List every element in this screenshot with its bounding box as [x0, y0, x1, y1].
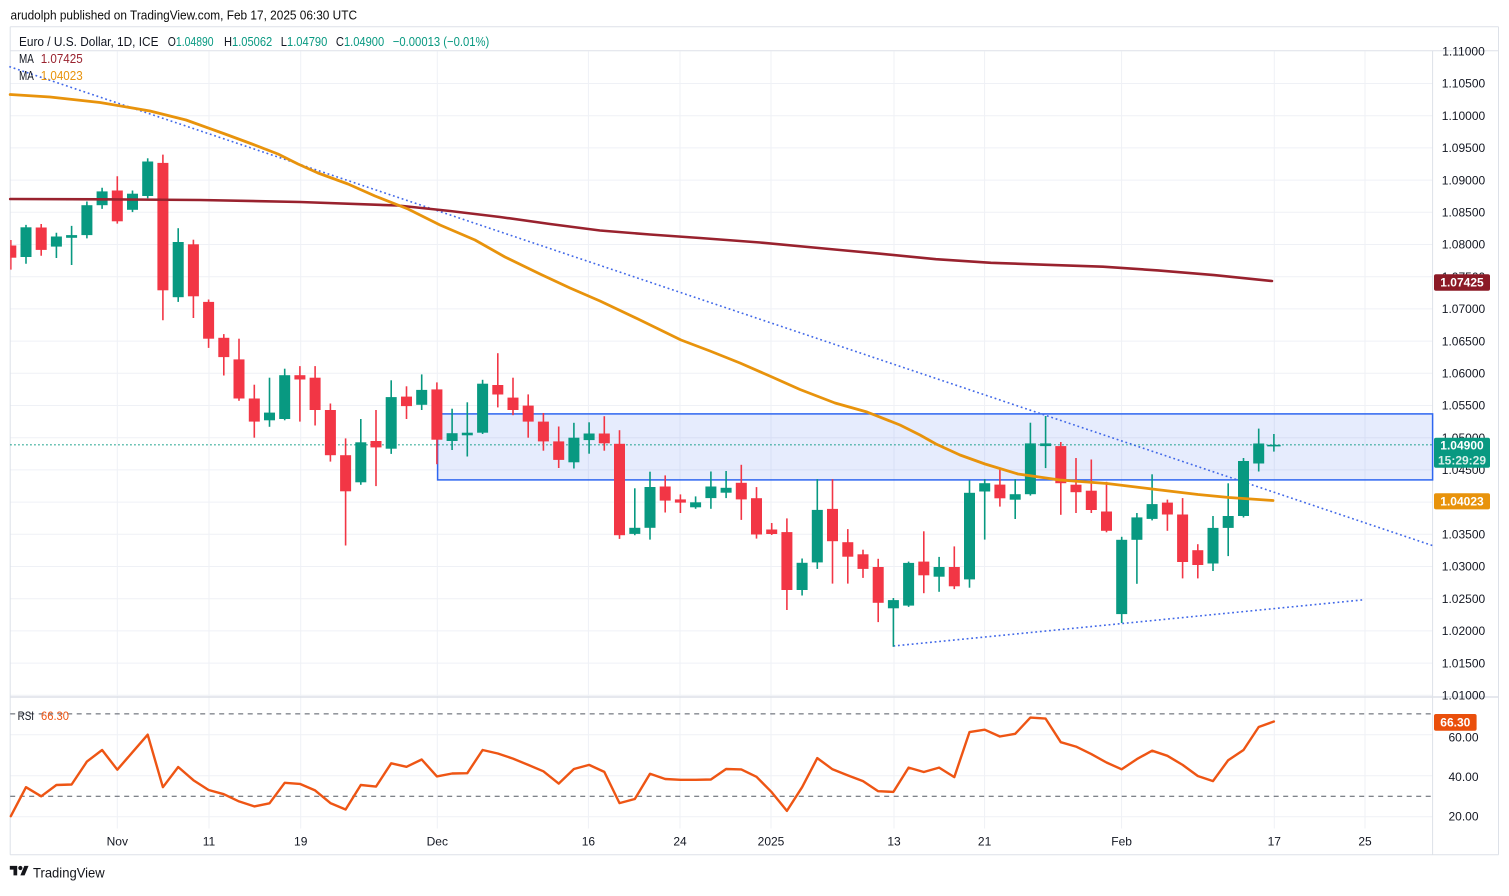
svg-text:arudolph published on TradingV: arudolph published on TradingView.com, F…: [11, 8, 358, 23]
svg-text:1.07000: 1.07000: [1442, 302, 1486, 316]
svg-text:Feb: Feb: [1111, 835, 1132, 849]
svg-text:40.00: 40.00: [1448, 770, 1478, 784]
svg-text:1.05500: 1.05500: [1442, 399, 1486, 413]
svg-text:MA: MA: [19, 68, 34, 83]
svg-text:21: 21: [978, 835, 992, 849]
svg-text:16: 16: [582, 835, 596, 849]
svg-text:24: 24: [673, 835, 687, 849]
svg-text:TradingView: TradingView: [33, 864, 106, 880]
svg-text:1.01000: 1.01000: [1442, 689, 1486, 703]
svg-text:1.02000: 1.02000: [1442, 624, 1486, 638]
svg-text:60.00: 60.00: [1448, 731, 1478, 745]
svg-text:13: 13: [887, 835, 901, 849]
svg-text:1.08500: 1.08500: [1442, 206, 1486, 220]
svg-text:19: 19: [294, 835, 308, 849]
svg-text:1.04023: 1.04023: [1440, 495, 1484, 509]
svg-text:15:29:29: 15:29:29: [1438, 453, 1486, 467]
svg-text:1.08000: 1.08000: [1442, 238, 1486, 252]
svg-text:1.10500: 1.10500: [1442, 77, 1486, 91]
svg-text:1.04900: 1.04900: [1440, 438, 1484, 452]
svg-text:1.02500: 1.02500: [1442, 592, 1486, 606]
svg-text:Dec: Dec: [427, 835, 448, 849]
svg-text:66.30: 66.30: [41, 709, 69, 723]
svg-text:1.10000: 1.10000: [1442, 109, 1486, 123]
svg-text:20.00: 20.00: [1448, 810, 1478, 824]
svg-text:Euro / U.S. Dollar, 1D, ICE: Euro / U.S. Dollar, 1D, ICE: [19, 34, 159, 49]
svg-text:1.11000: 1.11000: [1442, 45, 1485, 59]
svg-text:1.09500: 1.09500: [1442, 141, 1486, 155]
svg-text:1.03000: 1.03000: [1442, 560, 1486, 574]
svg-text:1.04023: 1.04023: [41, 68, 83, 83]
svg-text:1.07425: 1.07425: [41, 51, 83, 66]
svg-text:1.03500: 1.03500: [1442, 528, 1486, 542]
svg-text:2025: 2025: [758, 835, 785, 849]
svg-text:H1.05062: H1.05062: [224, 34, 272, 49]
svg-text:L1.04790: L1.04790: [281, 34, 328, 49]
svg-text:MA: MA: [19, 51, 34, 66]
svg-text:1.09000: 1.09000: [1442, 173, 1486, 187]
svg-text:1.06000: 1.06000: [1442, 367, 1486, 381]
svg-text:1.06500: 1.06500: [1442, 334, 1486, 348]
svg-text:C1.04900: C1.04900: [336, 34, 384, 49]
svg-text:1.07425: 1.07425: [1440, 276, 1484, 290]
svg-text:RSI: RSI: [18, 709, 34, 723]
svg-text:O1.04890: O1.04890: [168, 34, 214, 49]
svg-text:−0.00013 (−0.01%): −0.00013 (−0.01%): [393, 34, 490, 49]
svg-text:17: 17: [1268, 835, 1282, 849]
svg-text:Nov: Nov: [107, 835, 128, 849]
svg-text:1.01500: 1.01500: [1442, 656, 1486, 670]
svg-text:11: 11: [203, 835, 216, 849]
svg-text:66.30: 66.30: [1440, 716, 1470, 730]
svg-text:25: 25: [1358, 835, 1372, 849]
